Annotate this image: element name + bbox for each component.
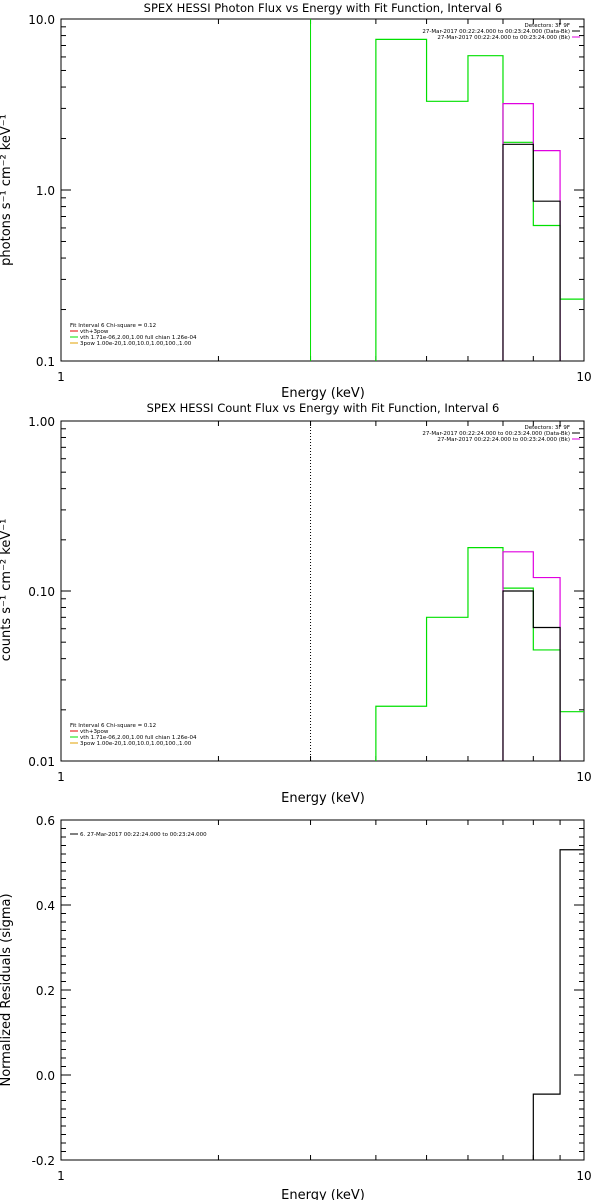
photon-flux-ylabel: photons s⁻¹ cm⁻² keV⁻¹: [0, 114, 14, 266]
spectrum-series-green: [375, 38, 584, 361]
legend-bottom-entry: vth+3pow: [80, 729, 109, 735]
legend-top-entry: Detectors: 3F 9F: [524, 425, 570, 431]
plot-frame: [60, 18, 585, 362]
legend-top-entry: Detectors: 3F 9F: [524, 23, 570, 29]
legend-bottom-entry: 3pow 1.00e-20,1.00,10.0,1.00,100.,1.00: [80, 341, 192, 347]
y-tick-label: 0.0: [36, 1069, 55, 1083]
y-tick-label: 10.0: [28, 13, 55, 27]
count-flux-xlabel: Energy (keV): [281, 791, 365, 806]
legend-top-entry: 27-Mar-2017 00:22:24.000 to 00:23:24.000…: [422, 431, 570, 437]
count-flux-panel: SPEX HESSI Count Flux vs Energy with Fit…: [0, 401, 592, 806]
x-tick-label: 1: [57, 770, 65, 784]
y-tick-label: 0.4: [36, 899, 55, 913]
residuals-ylabel: Normalized Residuals (sigma): [0, 893, 14, 1086]
y-tick-label: 1.00: [28, 415, 55, 429]
spectrum-series-black: [532, 849, 584, 1160]
x-tick-label: 1: [57, 370, 65, 384]
y-tick-label: 0.1: [36, 355, 55, 369]
photon-flux-xlabel: Energy (keV): [281, 386, 365, 401]
residuals-xlabel: Energy (keV): [281, 1188, 365, 1200]
legend-top-entry: 27-Mar-2017 00:22:24.000 to 00:23:24.000…: [422, 29, 570, 35]
x-tick-label: 10: [576, 370, 591, 384]
legend-bottom-entry: vth+3pow: [80, 329, 109, 335]
photon-flux-title: SPEX HESSI Photon Flux vs Energy with Fi…: [144, 1, 503, 15]
spectrum-series-magenta: [502, 551, 561, 761]
plot-frame: [60, 819, 585, 1161]
legend-top-entry: 27-Mar-2017 00:22:24.000 to 00:23:24.000…: [437, 35, 570, 41]
legend-bottom-entry: vth 1.71e-06,2.00,1.00 full chian 1.26e-…: [80, 335, 197, 341]
x-tick-label: 10: [576, 1169, 591, 1183]
y-tick-label: 0.10: [28, 585, 55, 599]
legend-bottom-entry: Fit Interval 6 Chi-square = 0.12: [70, 323, 156, 329]
y-tick-label: -0.2: [32, 1154, 55, 1168]
y-tick-label: 1.0: [36, 184, 55, 198]
x-tick-label: 10: [576, 770, 591, 784]
legend-bottom-entry: vth 1.71e-06,2.00,1.00 full chian 1.26e-…: [80, 735, 197, 741]
y-tick-label: 0.2: [36, 984, 55, 998]
legend-bottom-entry: 3pow 1.00e-20,1.00,10.0,1.00,100.,1.00: [80, 741, 192, 747]
count-flux-title: SPEX HESSI Count Flux vs Energy with Fit…: [147, 401, 500, 415]
y-tick-label: 0.6: [36, 814, 55, 828]
legend-top-left-entry: 6. 27-Mar-2017 00:22:24.000 to 00:23:24.…: [80, 832, 207, 838]
legend-top-entry: 27-Mar-2017 00:22:24.000 to 00:23:24.000…: [437, 437, 570, 443]
legend-bottom-entry: Fit Interval 6 Chi-square = 0.12: [70, 723, 156, 729]
spectrum-series-black: [502, 143, 561, 361]
y-tick-label: 0.01: [28, 755, 55, 769]
spectrum-series-black: [502, 590, 561, 761]
spectrum-series-green: [375, 547, 584, 761]
count-flux-ylabel: counts s⁻¹ cm⁻² keV⁻¹: [0, 519, 14, 662]
photon-flux-panel: SPEX HESSI Photon Flux vs Energy with Fi…: [0, 1, 592, 401]
x-tick-label: 1: [57, 1169, 65, 1183]
residuals-panel: Energy (keV) Normalized Residuals (sigma…: [0, 814, 592, 1200]
